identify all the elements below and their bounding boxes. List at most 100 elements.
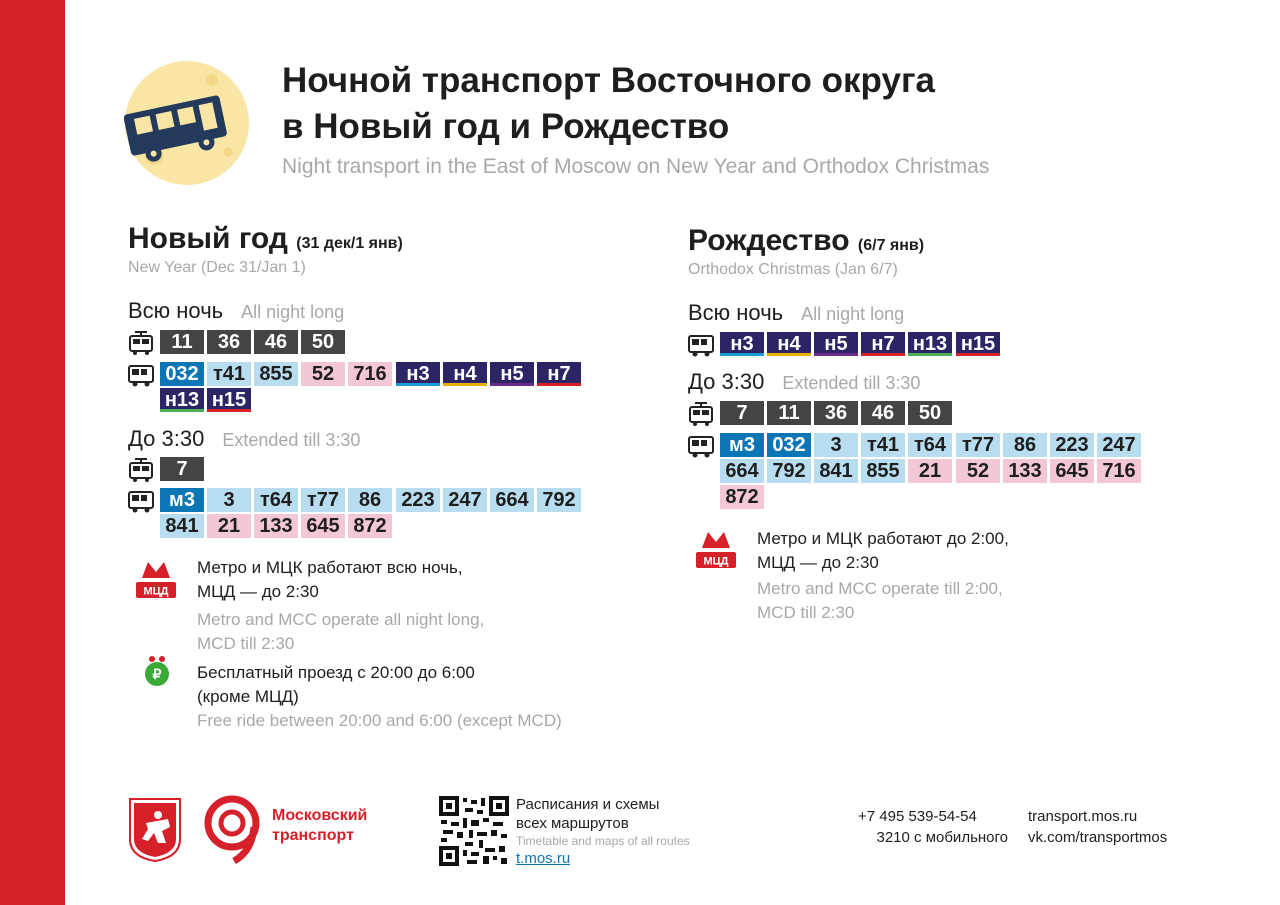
tram-icon [129,331,153,355]
new-year-heading: Новый год [128,222,288,255]
xm-extended-label: До 3:30 Extended till 3:30 [688,369,920,395]
route-chip: 3 [207,488,251,512]
page-title: Ночной транспорт Восточного округа в Нов… [282,58,935,150]
schedule-en: Timetable and maps of all routes [516,834,690,848]
route-chip: 133 [1003,459,1047,483]
vk-link[interactable]: vk.com/transportmos [1028,829,1168,846]
route-chip: 223 [1050,433,1094,457]
ny-all-night-bus-row-2: н13 н15 [128,388,328,414]
xm-metro-en: Metro and MCC operate till 2:00, [757,579,1003,598]
route-chip: 247 [1097,433,1141,457]
ny-extended-en: Extended till 3:30 [222,430,361,450]
route-chip: 032 [160,362,204,386]
brand-line-2: транспорт [272,827,354,844]
ny-free-text: Бесплатный проезд с 20:00 до 6:00 [197,663,475,682]
route-chip: 716 [1097,459,1141,483]
svg-text:₽: ₽ [153,666,162,682]
route-chip: 664 [490,488,534,512]
route-chip: 50 [301,330,345,354]
site-link[interactable]: transport.mos.ru [1028,808,1138,825]
route-chip: 247 [443,488,487,512]
route-chip: 032 [767,433,811,457]
route-chip: 21 [207,514,251,538]
brand-line-1: Московский [272,807,368,824]
ny-metro-en-2: MCD till 2:30 [197,634,295,653]
moscow-transport-logo-icon [204,795,260,865]
moon-bus-icon [124,61,249,185]
moscow-coat-of-arms-icon [129,798,181,863]
xm-metro-text-2: МЦД — до 2:30 [757,553,879,572]
ny-free-text-2: (кроме МЦД) [197,687,299,706]
route-chip: т77 [301,488,345,512]
xm-extended-bus-row-3: 872 [688,485,788,511]
route-chip: н15 [956,332,1000,356]
route-chip: м3 [720,433,764,457]
christmas-subtitle: Orthodox Christmas (Jan 6/7) [688,261,898,278]
route-chip: 855 [254,362,298,386]
phone-number[interactable]: +7 495 539-54-54 [858,808,977,825]
schedule-line-1: Расписания и схемы [516,796,660,813]
xm-metro-en-2: MCD till 2:30 [757,603,855,622]
ny-metro-en: Metro and MCC operate all night long, [197,610,485,629]
route-chip: н7 [537,362,581,386]
route-chip: т41 [207,362,251,386]
route-chip: т41 [861,433,905,457]
mcd-icon-label: МЦД [143,586,168,598]
new-year-dates: (31 дек/1 янв) [296,235,403,252]
route-chip: 86 [348,488,392,512]
xm-all-night-ru: Всю ночь [688,300,784,325]
route-chip: н13 [908,332,952,356]
title-line-1: Ночной транспорт Восточного округа [282,61,935,100]
route-chip: 46 [861,401,905,425]
schedule-line-2: всех маршрутов [516,815,629,832]
title-line-2: в Новый год и Рождество [282,107,730,146]
route-chip: 36 [207,330,251,354]
route-chip: 872 [720,485,764,509]
new-year-title: Новый год (31 дек/1 янв) [128,222,403,256]
ny-extended-bus-row: м3 3 т64 т77 86 223 247 664 792 [128,488,598,514]
route-chip: 52 [301,362,345,386]
ny-all-night-ru: Всю ночь [128,298,224,323]
ny-metro-text: Метро и МЦК работают всю ночь, [197,558,463,577]
route-chip: 716 [348,362,392,386]
ny-metro-text-2: МЦД — до 2:30 [197,582,319,601]
metro-mcd-icon: МЦД [696,532,736,568]
route-chip: 46 [254,330,298,354]
route-chip: н5 [814,332,858,356]
brand-name: Московский транспорт [272,806,367,846]
ny-extended-label: До 3:30 Extended till 3:30 [128,426,360,452]
route-chip: 7 [720,401,764,425]
route-chip: 21 [908,459,952,483]
route-chip: 7 [160,457,204,481]
christmas-title: Рождество (6/7 янв) [688,224,924,258]
xm-metro-text: Метро и МЦК работают до 2:00, [757,529,1009,548]
route-chip: н4 [443,362,487,386]
route-chip: 841 [814,459,858,483]
ny-all-night-label: Всю ночь All night long [128,298,344,324]
red-side-strip [0,0,65,905]
schedule-info: Расписания и схемы всех маршрутов Timeta… [516,795,690,868]
route-chip: т64 [908,433,952,457]
bus-icon [688,436,714,458]
route-chip: 11 [160,330,204,354]
schedule-link[interactable]: t.mos.ru [516,850,571,867]
ny-all-night-bus-row: 032 т41 855 52 716 н3 н4 н5 н7 [128,362,598,388]
route-chip: н5 [490,362,534,386]
route-chip: 792 [767,459,811,483]
metro-mcd-icon: МЦД [136,562,176,598]
route-chip: 86 [1003,433,1047,457]
route-chip: 645 [1050,459,1094,483]
route-chip: н3 [396,362,440,386]
bus-icon [688,335,714,357]
mobile-number[interactable]: 3210 с мобильного [876,829,1008,846]
xm-extended-bus-row: м3 032 3 т41 т64 т77 86 223 247 [688,433,1158,459]
xm-extended-tram-row: 7 11 36 46 50 [688,401,968,427]
xm-all-night-en: All night long [801,304,905,324]
christmas-dates: (6/7 янв) [857,237,925,254]
ny-metro-info: Метро и МЦК работают всю ночь, МЦД — до … [197,556,484,656]
route-chip: н13 [160,388,204,412]
ny-extended-bus-row-2: 841 21 133 645 872 [128,514,428,540]
ny-all-night-en: All night long [241,302,345,322]
tram-icon [129,458,153,482]
route-chip: 133 [254,514,298,538]
